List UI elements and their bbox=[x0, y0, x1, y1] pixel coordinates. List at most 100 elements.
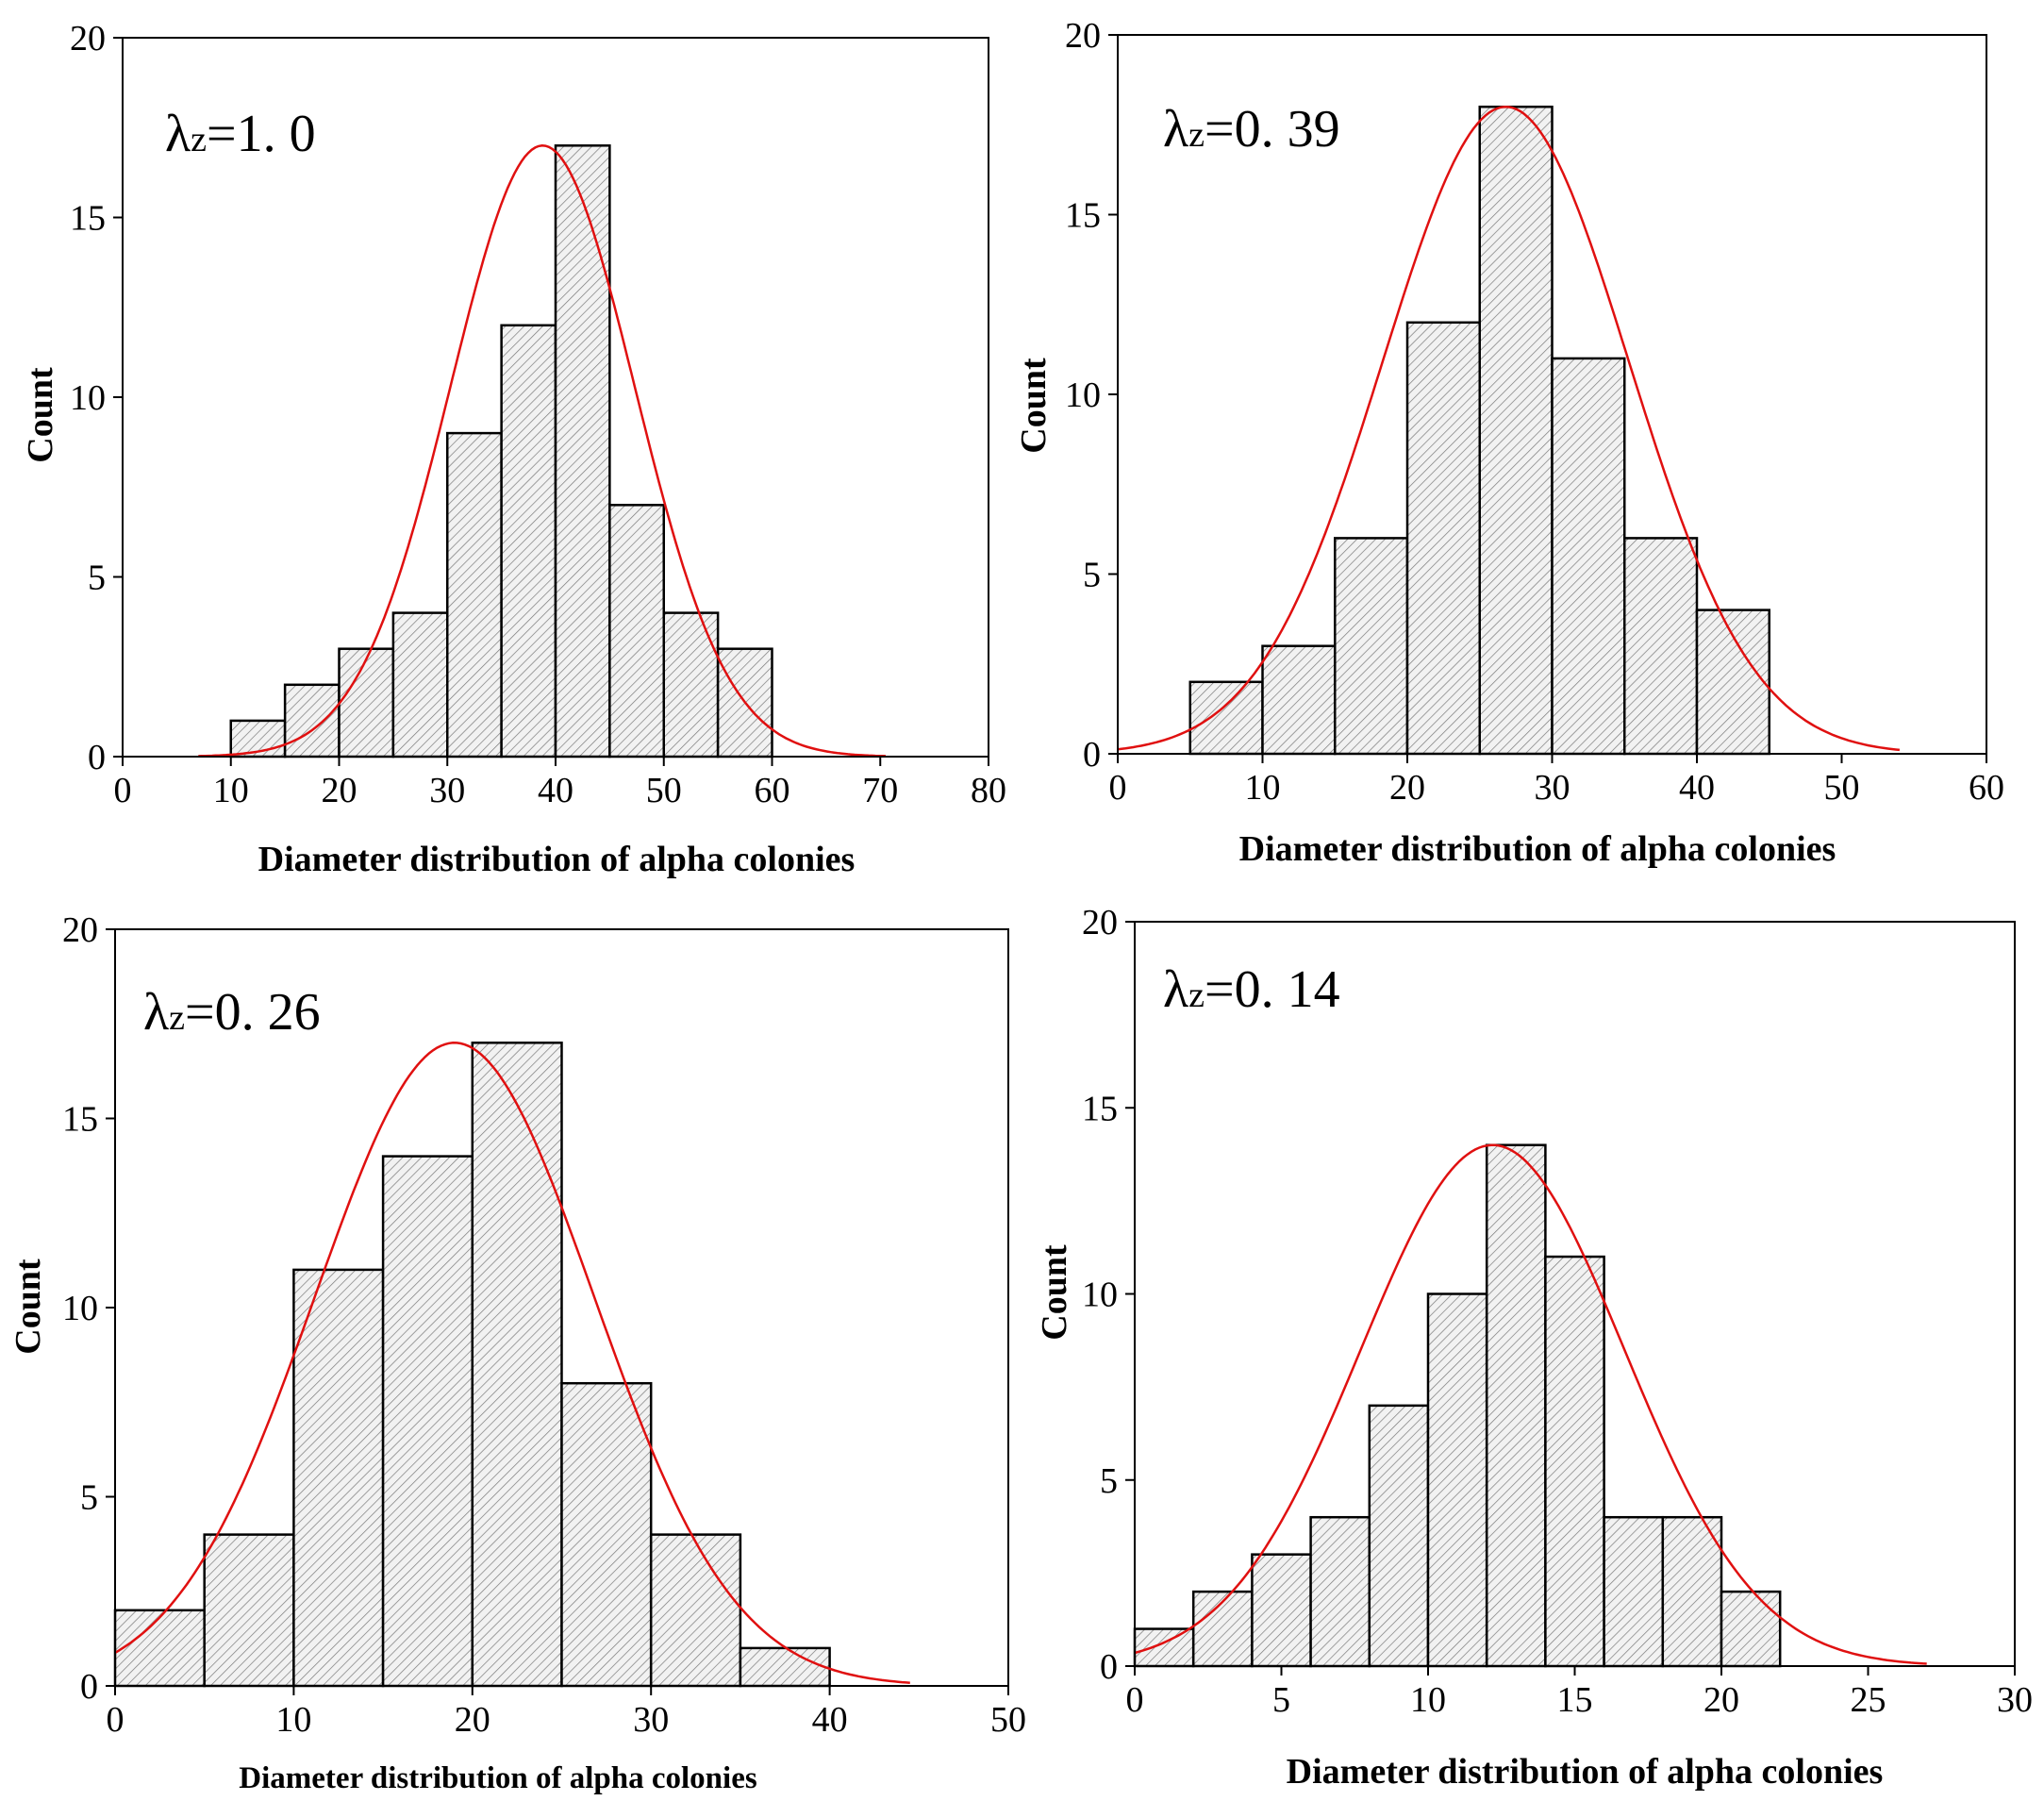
panel-2-y-tick-label: 20 bbox=[1065, 16, 1101, 56]
panel-1-bar bbox=[500, 324, 557, 759]
panel-1-x-tick-label: 0 bbox=[114, 771, 132, 810]
panel-3-bar bbox=[381, 1155, 474, 1688]
panel-4-bar bbox=[1485, 1143, 1547, 1668]
panel-3-bar bbox=[203, 1533, 295, 1688]
panel-1-x-tick-label: 60 bbox=[755, 771, 790, 810]
panel-1-x-tick-label: 40 bbox=[538, 771, 573, 810]
panel-1-y-ticks: 0 5 10 15 20 bbox=[70, 19, 123, 777]
panel-3-ylabel: Count bbox=[8, 1259, 48, 1355]
panel-3-bar bbox=[560, 1381, 653, 1688]
panel-4-y-ticks: 0 5 10 15 20 bbox=[1082, 903, 1135, 1687]
panel-1-x-tick-label: 50 bbox=[646, 771, 682, 810]
panel-1-y-tick-label: 10 bbox=[70, 378, 106, 418]
panel-3-bar bbox=[739, 1646, 831, 1688]
panel-1-bar bbox=[283, 683, 341, 759]
panel-3-y-tick-label: 20 bbox=[62, 910, 98, 950]
panel-2-x-tick-label: 40 bbox=[1679, 768, 1715, 808]
panel-4-x-tick-label: 0 bbox=[1126, 1680, 1144, 1720]
panel-3-annotation: λz=0. 26 bbox=[143, 983, 321, 1042]
panel-4-bar bbox=[1133, 1627, 1195, 1668]
panel-4-y-tick-label: 15 bbox=[1082, 1089, 1118, 1128]
panel-2-fit-curve bbox=[1117, 105, 1901, 752]
panel-4-x-tick-label: 20 bbox=[1703, 1680, 1739, 1720]
panel-3-y-tick-label: 5 bbox=[80, 1478, 98, 1518]
panel-3-x-tick-label: 30 bbox=[633, 1700, 669, 1740]
panel-2-x-tick-label: 30 bbox=[1535, 768, 1570, 808]
panel-2: 0 10 20 30 40 50 60 0 5 10 15 20 λz=0. 39 Diameter… bbox=[1014, 16, 2004, 869]
panel-1-bar bbox=[554, 144, 611, 759]
panel-3-y-tick-label: 0 bbox=[80, 1667, 98, 1707]
panel-4-annotation: λz=0. 14 bbox=[1163, 960, 1340, 1019]
panel-2-y-tick-label: 0 bbox=[1083, 735, 1101, 775]
panel-1-ylabel: Count bbox=[21, 367, 60, 463]
panel-1-y-tick-label: 20 bbox=[70, 19, 106, 58]
panel-1-y-tick-label: 15 bbox=[70, 199, 106, 239]
panel-3-fit-curve bbox=[114, 1042, 910, 1684]
panel-2-annotation: λz=0. 39 bbox=[1163, 100, 1340, 158]
panel-1: 0 10 20 30 40 50 60 70 80 0 5 10 15 20 λz=1. 0 Diame… bbox=[21, 19, 1006, 879]
panel-4-bar bbox=[1544, 1255, 1605, 1668]
panel-4-bar bbox=[1426, 1292, 1488, 1668]
panel-1-y-tick-label: 5 bbox=[88, 559, 106, 598]
panel-3-bar bbox=[113, 1609, 206, 1688]
panel-1-y-tick-label: 0 bbox=[88, 738, 106, 777]
panel-1-bar bbox=[446, 431, 503, 759]
panel-2-x-tick-label: 60 bbox=[1969, 768, 2004, 808]
panel-2-bar bbox=[1405, 321, 1481, 756]
panel-2-xlabel: Diameter distribution of alpha colonies bbox=[1239, 829, 1836, 869]
panel-2-y-tick-label: 5 bbox=[1083, 556, 1101, 595]
panel-1-bars bbox=[229, 144, 773, 759]
panel-2-y-ticks: 0 5 10 15 20 bbox=[1065, 16, 1118, 775]
panel-4-fit-curve bbox=[1134, 1143, 1927, 1665]
panel-1-bar bbox=[391, 611, 449, 759]
panel-3-x-tick-label: 0 bbox=[107, 1700, 125, 1740]
panel-3-x-tick-label: 40 bbox=[812, 1700, 848, 1740]
panel-4-y-tick-label: 5 bbox=[1100, 1461, 1118, 1501]
panel-2-bar bbox=[1334, 537, 1409, 756]
panel-4-bar bbox=[1720, 1590, 1782, 1668]
panel-3-bars bbox=[113, 1042, 831, 1688]
panel-4-bar bbox=[1603, 1515, 1665, 1668]
panel-1-fit-curve bbox=[198, 144, 887, 758]
panel-2-ylabel: Count bbox=[1014, 358, 1054, 454]
panel-3-bar bbox=[292, 1268, 385, 1688]
panel-2-x-tick-label: 0 bbox=[1109, 768, 1127, 808]
panel-1-x-tick-label: 80 bbox=[971, 771, 1006, 810]
panel-3-bar bbox=[471, 1042, 563, 1688]
panel-1-bar bbox=[608, 504, 665, 759]
panel-4-y-tick-label: 10 bbox=[1082, 1276, 1118, 1315]
panel-1-annotation: λz=1. 0 bbox=[165, 105, 316, 163]
panel-4-bar bbox=[1661, 1515, 1723, 1668]
panel-4-x-tick-label: 5 bbox=[1272, 1680, 1290, 1720]
panel-3-x-tick-label: 20 bbox=[455, 1700, 490, 1740]
panel-3-x-tick-label: 10 bbox=[275, 1700, 311, 1740]
panel-4-x-tick-label: 30 bbox=[1997, 1680, 2033, 1720]
panel-2-bar bbox=[1478, 105, 1554, 756]
panel-2-bar bbox=[1623, 537, 1699, 756]
panel-1-x-tick-label: 20 bbox=[322, 771, 357, 810]
panel-4-bar bbox=[1251, 1553, 1312, 1668]
panel-2-x-tick-label: 20 bbox=[1389, 768, 1425, 808]
panel-4-x-tick-label: 10 bbox=[1410, 1680, 1446, 1720]
panel-1-bar bbox=[662, 611, 720, 759]
panel-2-y-tick-label: 10 bbox=[1065, 375, 1101, 415]
panel-4-bars bbox=[1133, 1143, 1782, 1668]
panel-4-x-tick-label: 15 bbox=[1557, 1680, 1593, 1720]
panel-4-xlabel: Diameter distribution of alpha colonies bbox=[1287, 1752, 1884, 1792]
panel-4-x-tick-label: 25 bbox=[1851, 1680, 1886, 1720]
panel-2-x-ticks: 0 10 20 30 40 50 60 bbox=[1109, 754, 2004, 808]
panel-2-bar bbox=[1188, 680, 1264, 756]
panel-1-bar bbox=[338, 647, 395, 759]
panel-4-y-tick-label: 20 bbox=[1082, 903, 1118, 942]
panel-3-x-tick-label: 50 bbox=[990, 1700, 1026, 1740]
panel-1-x-tick-label: 70 bbox=[862, 771, 898, 810]
panel-2-bar bbox=[1261, 644, 1337, 756]
panel-1-x-tick-label: 30 bbox=[429, 771, 465, 810]
panel-2-bars bbox=[1188, 105, 1770, 756]
panel-2-x-tick-label: 10 bbox=[1245, 768, 1281, 808]
panel-2-y-tick-label: 15 bbox=[1065, 196, 1101, 236]
panel-4-y-tick-label: 0 bbox=[1100, 1647, 1118, 1687]
panel-3-xlabel: Diameter distribution of alpha colonies bbox=[239, 1761, 757, 1795]
panel-2-bar bbox=[1551, 357, 1626, 756]
